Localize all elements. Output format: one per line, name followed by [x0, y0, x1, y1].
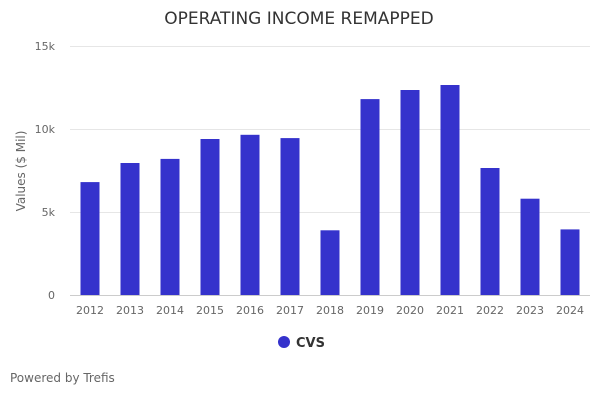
x-tick-label-2020: 2020	[396, 304, 424, 317]
x-tick-label-2016: 2016	[236, 304, 264, 317]
y-tick-label: 10k	[35, 123, 56, 136]
chart-title: OPERATING INCOME REMAPPED	[164, 9, 433, 29]
legend-swatch-cvs	[278, 336, 290, 348]
x-tick-label-2013: 2013	[116, 304, 144, 317]
x-tick-label-2018: 2018	[316, 304, 344, 317]
y-tick-label: 0	[48, 289, 55, 302]
x-tick-label-2017: 2017	[276, 304, 304, 317]
x-tick-label-2014: 2014	[156, 304, 184, 317]
x-tick-label-2012: 2012	[76, 304, 104, 317]
bar-2022[interactable]	[480, 168, 500, 295]
bar-2015[interactable]	[200, 139, 220, 295]
x-tick-label-2022: 2022	[476, 304, 504, 317]
x-tick-label-2015: 2015	[196, 304, 224, 317]
bar-2016[interactable]	[240, 134, 260, 295]
legend-label-cvs: CVS	[296, 336, 325, 351]
bar-2014[interactable]	[160, 158, 180, 295]
bar-2013[interactable]	[120, 163, 140, 295]
x-axis-ticks: 2012 2013 2014 2015 2016 2017 2018 2019 2020 2021…	[76, 304, 584, 317]
bar-2021[interactable]	[440, 85, 460, 295]
gridlines	[70, 46, 590, 296]
bar-2017[interactable]	[280, 138, 300, 295]
bar-2020[interactable]	[400, 90, 420, 295]
bar-2019[interactable]	[360, 99, 380, 295]
bars	[80, 85, 580, 295]
legend[interactable]: CVS	[278, 336, 325, 351]
x-tick-label-2023: 2023	[516, 304, 544, 317]
y-axis-ticks: 0 5k 10k 15k	[35, 40, 56, 302]
x-tick-label-2021: 2021	[436, 304, 464, 317]
bar-2012[interactable]	[80, 182, 100, 295]
y-axis-title: Values ($ Mil)	[14, 131, 28, 212]
credit-text[interactable]: Powered by Trefis	[10, 371, 115, 385]
y-tick-label: 5k	[42, 206, 56, 219]
bar-2024[interactable]	[560, 229, 580, 295]
y-tick-label: 15k	[35, 40, 56, 53]
bar-2023[interactable]	[520, 198, 540, 295]
x-tick-label-2019: 2019	[356, 304, 384, 317]
x-tick-label-2024: 2024	[556, 304, 584, 317]
bar-2018[interactable]	[320, 230, 340, 295]
